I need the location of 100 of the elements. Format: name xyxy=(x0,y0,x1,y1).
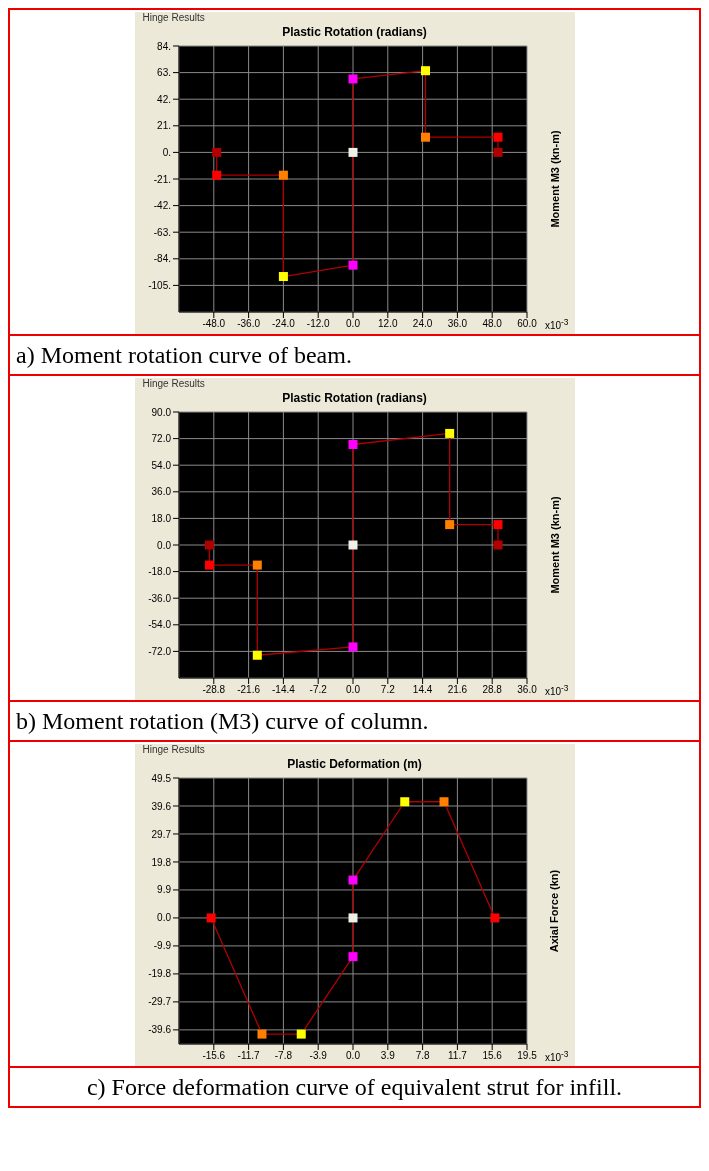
x-tick-label: -24.0 xyxy=(271,318,295,330)
x-tick-label: -36.0 xyxy=(236,318,260,330)
point xyxy=(296,1029,306,1039)
x-tick-label: -14.4 xyxy=(271,684,295,696)
point xyxy=(420,66,430,76)
x-axis-title: Plastic Deformation (m) xyxy=(286,757,423,771)
x-tick-label: 11.7 xyxy=(447,1050,467,1062)
x-tick-label: 12.0 xyxy=(377,318,398,330)
point xyxy=(399,797,409,807)
y-tick-label: 54.0 xyxy=(151,459,171,471)
point xyxy=(206,913,216,923)
text: Hinge Results xyxy=(142,378,205,389)
y-tick-label: 49.5 xyxy=(151,772,171,784)
y-tick-label: -9.9 xyxy=(153,940,171,952)
y-tick-label: 21. xyxy=(156,120,171,132)
point xyxy=(444,428,454,438)
x-tick-label: 15.6 xyxy=(481,1050,502,1062)
point xyxy=(489,913,499,923)
y-tick-label: 90.0 xyxy=(151,406,171,418)
x-tick-label: -48.0 xyxy=(201,318,226,330)
y-tick-label: 84. xyxy=(156,40,171,52)
point xyxy=(211,170,221,180)
y-tick-label: -19.8 xyxy=(147,968,171,980)
point xyxy=(493,147,502,157)
x-tick-label: -15.6 xyxy=(201,1050,226,1062)
point xyxy=(348,642,357,652)
y-tick-label: -105. xyxy=(147,279,171,291)
y-tick-label: 72.0 xyxy=(151,433,171,445)
y-tick-label: -72.0 xyxy=(147,645,171,657)
x-tick-label: 48.0 xyxy=(481,318,502,330)
point xyxy=(348,260,357,270)
point xyxy=(420,132,430,142)
text: a) Moment rotation curve of beam. xyxy=(10,334,699,374)
y-tick-label: 39.6 xyxy=(151,800,171,812)
y-tick-label: 0.0 xyxy=(156,912,171,924)
x-tick-label: 0.0 xyxy=(345,318,360,330)
point xyxy=(444,520,454,530)
x-tick-label: -21.6 xyxy=(236,684,260,696)
x-tick-label: -7.2 xyxy=(309,684,327,696)
y-tick-label: -21. xyxy=(153,173,171,185)
x-axis-title: Plastic Rotation (radians) xyxy=(281,391,428,405)
y-tick-label: -36.0 xyxy=(147,592,171,604)
point xyxy=(348,913,357,923)
y-tick-label: 0. xyxy=(162,146,171,158)
text: b) Moment rotation (M3) curve of column. xyxy=(10,700,699,740)
y-tick-label: 36.0 xyxy=(151,486,171,498)
point xyxy=(348,440,357,450)
y-axis-title: Moment M3 (kn-m) xyxy=(548,130,561,228)
text: Hinge Results xyxy=(142,744,205,755)
x-tick-label: 14.4 xyxy=(412,684,433,696)
x-tick-label: 60.0 xyxy=(516,318,537,330)
point xyxy=(204,560,214,570)
point xyxy=(493,540,502,550)
y-tick-label: 42. xyxy=(156,93,171,105)
y-axis-title: Moment M3 (kn-m) xyxy=(548,496,561,594)
text: x10$^{-3}$ xyxy=(544,682,569,697)
y-tick-label: 19.8 xyxy=(151,856,171,868)
y-axis-title: Axial Force (kn) xyxy=(548,869,561,953)
x-tick-label: 28.8 xyxy=(481,684,502,696)
text: c) Force deformation curve of equivalent strut for infill. xyxy=(10,1066,699,1106)
x-tick-label: -11.7 xyxy=(237,1050,260,1062)
point xyxy=(204,540,214,550)
x-tick-label: 36.0 xyxy=(516,684,537,696)
point xyxy=(252,650,262,660)
point xyxy=(493,132,502,142)
text: x10$^{-3}$ xyxy=(544,1048,569,1063)
x-tick-label: -3.9 xyxy=(309,1050,327,1062)
point xyxy=(439,797,449,807)
point xyxy=(256,1029,266,1039)
y-tick-label: -39.6 xyxy=(147,1024,171,1036)
text: x10$^{-3}$ xyxy=(544,316,569,331)
y-tick-label: -29.7 xyxy=(147,996,171,1008)
point xyxy=(348,540,357,550)
y-tick-label: 63. xyxy=(156,67,171,79)
x-tick-label: 0.0 xyxy=(345,1050,360,1062)
y-tick-label: 0.0 xyxy=(156,539,171,551)
y-tick-label: -63. xyxy=(153,226,171,238)
x-tick-label: 7.2 xyxy=(380,684,395,696)
x-axis-title: Plastic Rotation (radians) xyxy=(281,25,428,39)
point xyxy=(348,147,357,157)
point xyxy=(348,952,357,962)
point xyxy=(252,560,262,570)
point xyxy=(278,170,288,180)
y-tick-label: -42. xyxy=(153,200,171,212)
y-tick-label: 18.0 xyxy=(151,512,171,524)
x-tick-label: 21.6 xyxy=(447,684,468,696)
point xyxy=(278,272,288,282)
x-tick-label: 7.8 xyxy=(415,1050,430,1062)
x-tick-label: 24.0 xyxy=(412,318,433,330)
y-tick-label: 29.7 xyxy=(151,828,171,840)
x-tick-label: -7.8 xyxy=(274,1050,292,1062)
y-tick-label: -18.0 xyxy=(147,566,171,578)
x-tick-label: 0.0 xyxy=(345,684,360,696)
point xyxy=(348,875,357,885)
y-tick-label: 9.9 xyxy=(156,884,171,896)
point xyxy=(493,520,502,530)
point xyxy=(348,74,357,84)
x-tick-label: 36.0 xyxy=(447,318,468,330)
x-tick-label: -28.8 xyxy=(201,684,226,696)
x-tick-label: 3.9 xyxy=(380,1050,395,1062)
